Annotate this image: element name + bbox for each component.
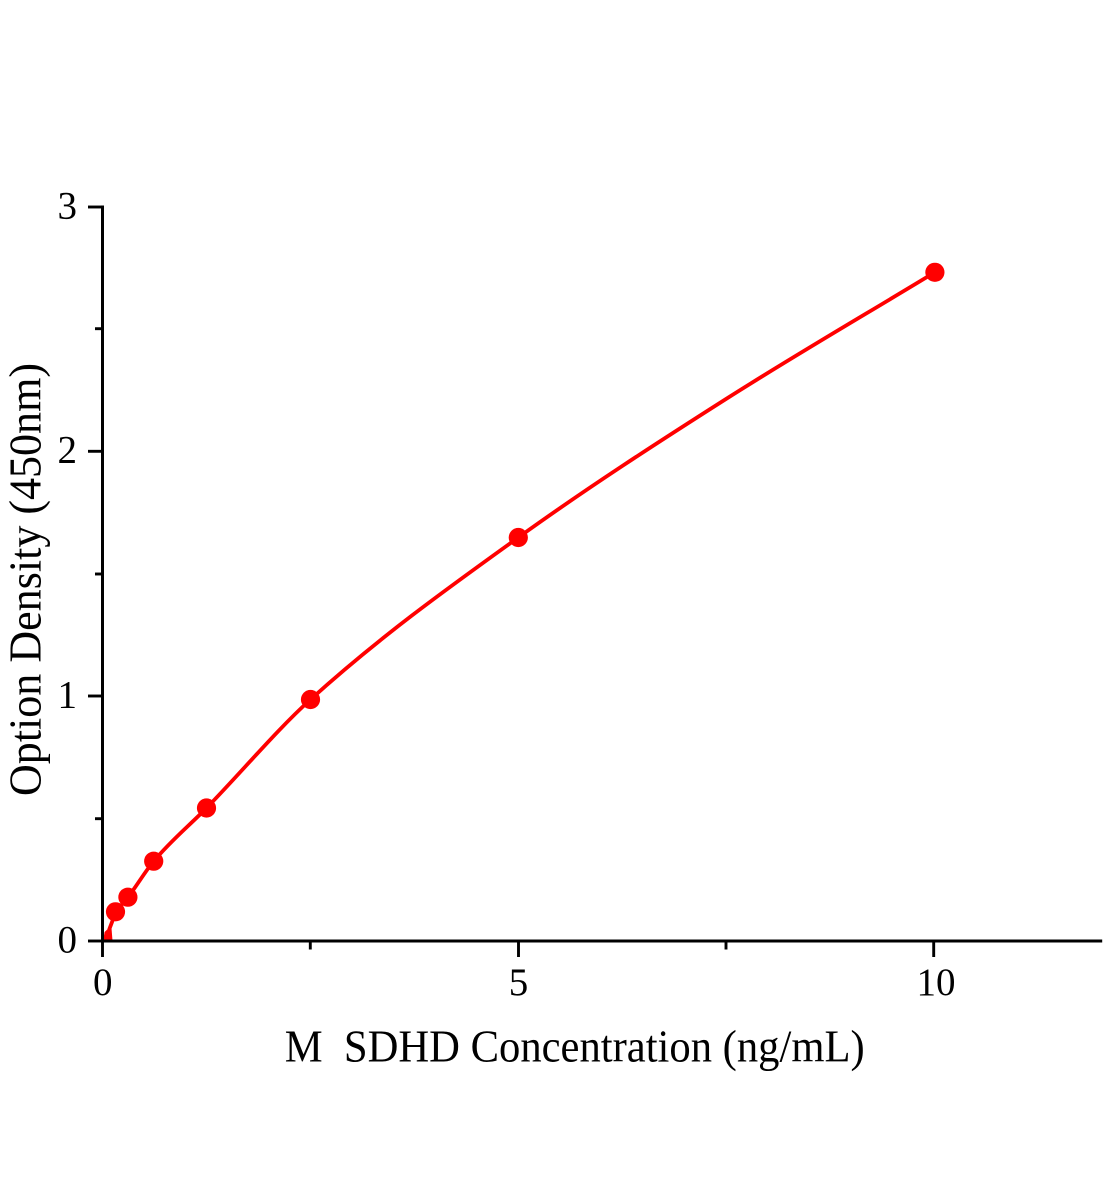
svg-text:Option Density (450nm): Option Density (450nm) — [0, 363, 51, 796]
svg-text:0: 0 — [58, 918, 78, 961]
svg-text:10: 10 — [917, 961, 956, 1004]
svg-text:1: 1 — [58, 673, 78, 716]
svg-text:5: 5 — [509, 961, 529, 1004]
svg-text:0: 0 — [93, 961, 113, 1004]
svg-text:2: 2 — [58, 429, 78, 472]
svg-text:M SDHD Concentration (ng/mL): M SDHD Concentration (ng/mL) — [285, 1021, 865, 1072]
svg-text:3: 3 — [58, 184, 78, 227]
